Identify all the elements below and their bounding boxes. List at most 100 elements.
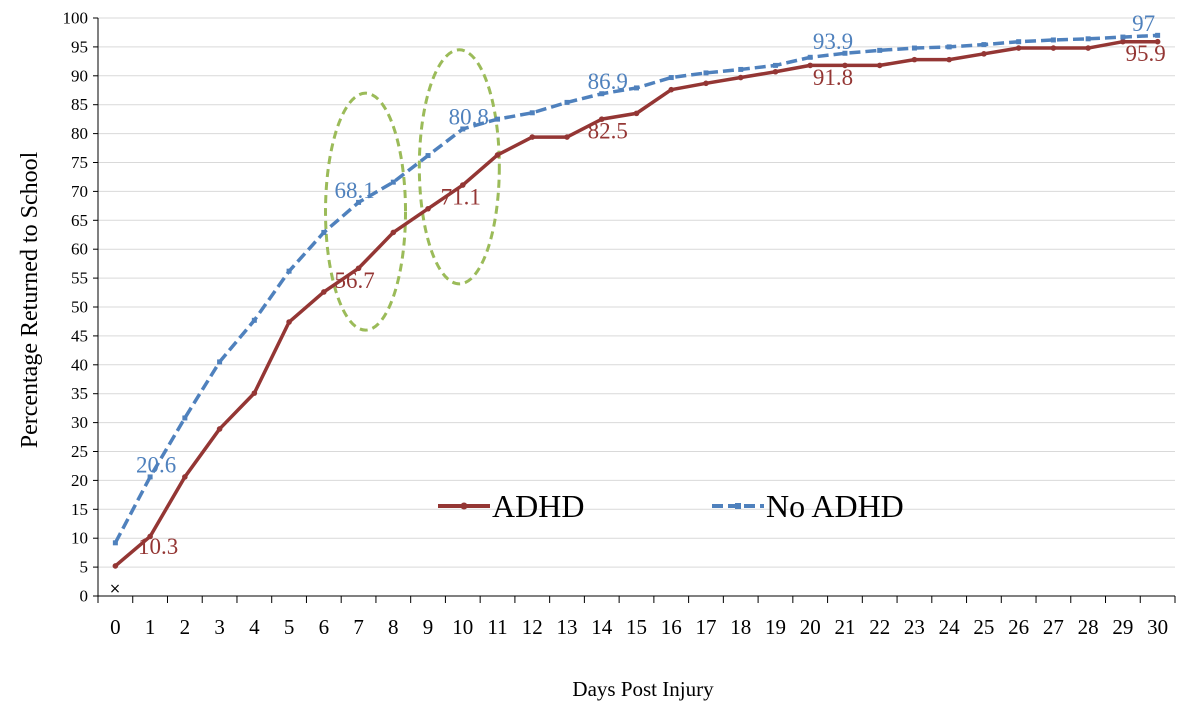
y-tick-label: 15 [71,500,88,519]
data-label: 86.9 [588,69,628,94]
data-label: 20.6 [136,452,176,477]
x-tick-label: 22 [869,615,890,639]
data-point [425,153,431,159]
data-point [668,86,675,93]
data-point [147,474,153,480]
data-point [981,42,987,48]
x-tick-label: 24 [939,615,961,639]
x-tick-label: 20 [800,615,821,639]
series-no-adhd [112,32,1161,546]
x-tick-label: 27 [1043,615,1064,639]
x-tick-label: 30 [1147,615,1168,639]
data-point [321,289,327,295]
data-point [598,116,605,122]
y-tick-label: 60 [71,240,88,259]
data-point [842,62,848,69]
y-tick-label: 95 [71,37,88,56]
x-tick-label: 9 [423,615,434,639]
x-tick-label: 23 [904,615,925,639]
data-point [564,99,570,105]
data-point [355,265,362,272]
data-labels: 10.3 56.7 71.1 82.5 91.8 95.9 20.6 68.1 80.8 86.9… [136,11,1166,559]
x-tick-label: 28 [1078,615,1099,639]
data-label: 80.8 [449,104,489,129]
data-point [877,47,883,53]
data-point [634,85,639,91]
x-tick-label: 2 [180,615,191,639]
data-point [251,317,257,323]
x-tick-label: 14 [591,615,613,639]
x-tick-label: 12 [522,615,543,639]
y-tick-label: 45 [71,326,88,345]
x-tick-label: 10 [452,615,473,639]
legend-label: No ADHD [766,488,904,524]
series-lines [112,32,1161,569]
y-tick-label: 75 [71,153,88,172]
legend-item: ADHD [438,488,584,524]
data-point [633,110,640,117]
series-line [114,39,1158,568]
data-label: 93.9 [813,29,853,54]
data-point [216,426,223,432]
data-point [286,319,292,325]
data-point [772,68,779,75]
y-tick-label: 80 [71,124,88,143]
x-tick-label: 16 [661,615,682,639]
data-point [1050,37,1056,43]
data-point [1085,36,1091,42]
y-tick-label: 90 [71,66,88,85]
data-point [321,229,327,235]
legend-marker [735,503,741,509]
data-point [1154,38,1161,45]
x-tick-label: 17 [695,615,716,639]
y-tick-label: 85 [71,95,88,114]
data-point [599,91,605,97]
legend-item: No ADHD [712,488,904,524]
y-tick-label: 0 [80,587,89,606]
data-point [1015,45,1022,51]
data-label: 97 [1132,11,1155,36]
data-point [112,563,119,569]
data-point [425,205,431,212]
legend: ADHD No ADHD [438,488,904,524]
x-tick-label: 18 [730,615,751,639]
x-tick-label: 6 [319,615,330,639]
x-tick-label: 13 [557,615,578,639]
x-tick-label: 1 [145,615,156,639]
data-label: 68.1 [334,178,374,203]
data-point [981,51,987,57]
data-point [147,533,153,540]
highlight-ellipses [324,48,501,332]
data-point [946,44,952,50]
stray-mark: × [109,581,121,597]
x-axis-title: Days Post Injury [572,677,714,701]
data-point [876,62,883,69]
data-point [703,70,709,76]
y-tick-label: 35 [71,384,88,403]
data-point [356,199,362,205]
x-tick-label: 21 [834,615,855,639]
data-point [286,268,292,274]
y-tick-label: 100 [63,9,89,28]
data-point [217,359,223,365]
x-tick-label: 29 [1112,615,1133,639]
data-point [807,62,814,69]
data-point [668,75,674,81]
x-tick-label: 7 [353,615,364,639]
gridlines [98,17,1175,568]
x-tick-label: 8 [388,615,399,639]
legend-label: ADHD [492,488,584,524]
data-point [1120,34,1126,40]
data-point [182,415,188,421]
data-point [946,56,952,63]
data-point [772,62,778,68]
data-point [460,126,466,132]
x-tick-label: 25 [973,615,994,639]
data-label: 71.1 [441,185,481,210]
x-tick-label: 5 [284,615,295,639]
y-tick-label: 20 [71,471,88,490]
y-tick-label: 40 [71,355,88,374]
data-point [738,66,744,72]
